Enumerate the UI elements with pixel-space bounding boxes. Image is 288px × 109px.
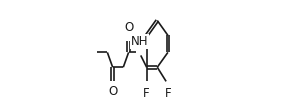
Text: O: O [124,21,133,34]
Text: F: F [143,87,150,100]
Text: F: F [164,87,171,100]
Text: NH: NH [130,35,148,48]
Text: O: O [108,85,117,98]
